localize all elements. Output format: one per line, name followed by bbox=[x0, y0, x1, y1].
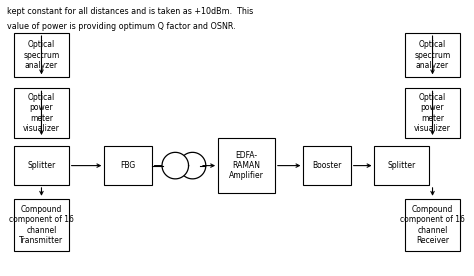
Bar bbox=[218, 138, 275, 193]
Bar bbox=[405, 199, 460, 251]
Text: Compound
component of 16
channel
Receiver: Compound component of 16 channel Receive… bbox=[400, 205, 465, 245]
Text: EDFA-
RAMAN
Amplifier: EDFA- RAMAN Amplifier bbox=[229, 151, 264, 181]
Bar bbox=[405, 88, 460, 138]
Bar bbox=[405, 33, 460, 77]
Bar bbox=[303, 146, 351, 185]
Bar bbox=[14, 146, 69, 185]
Text: Compound
component of 16
channel
Transmitter: Compound component of 16 channel Transmi… bbox=[9, 205, 74, 245]
Text: Booster: Booster bbox=[312, 161, 342, 170]
Text: Optical
power
meter
visualizer: Optical power meter visualizer bbox=[414, 93, 451, 133]
Bar bbox=[14, 88, 69, 138]
Polygon shape bbox=[162, 152, 189, 179]
Text: Optical
power
meter
visualizer: Optical power meter visualizer bbox=[23, 93, 60, 133]
Bar bbox=[104, 146, 152, 185]
Bar bbox=[155, 150, 213, 182]
Text: Optical
spectrum
analyzer: Optical spectrum analyzer bbox=[23, 40, 60, 70]
Bar bbox=[14, 33, 69, 77]
Text: Splitter: Splitter bbox=[388, 161, 416, 170]
Text: kept constant for all distances and is taken as +10dBm.  This: kept constant for all distances and is t… bbox=[7, 7, 254, 16]
Bar bbox=[374, 146, 429, 185]
Bar bbox=[14, 199, 69, 251]
Text: FBG: FBG bbox=[120, 161, 136, 170]
Text: Optical
spectrum
analyzer: Optical spectrum analyzer bbox=[414, 40, 451, 70]
Text: Splitter: Splitter bbox=[27, 161, 55, 170]
Text: value of power is providing optimum Q factor and OSNR.: value of power is providing optimum Q fa… bbox=[7, 22, 236, 31]
